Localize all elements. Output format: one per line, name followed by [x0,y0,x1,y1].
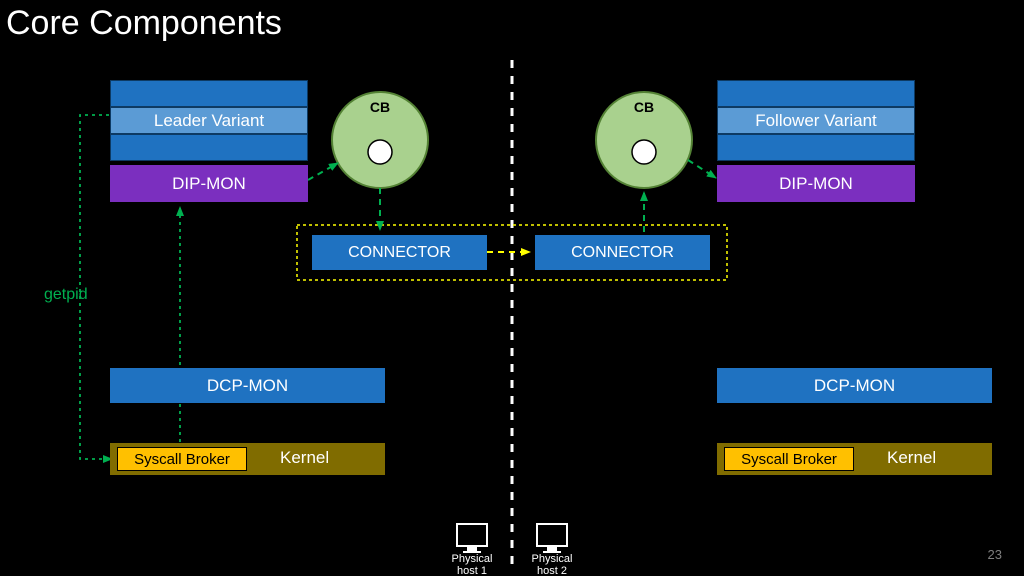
host-label-right: Physical host 2 [522,553,582,576]
dcp-mon-right: DCP-MON [717,368,992,403]
leader-variant-row: Leader Variant [110,107,308,134]
host-icon-right: Physical host 2 [522,523,582,576]
connector-left: CONNECTOR [312,235,487,270]
follower-variant-row: Follower Variant [717,107,915,134]
dip-mon-left: DIP-MON [110,165,308,202]
follower-stack-row-top [717,80,915,107]
connector-right: CONNECTOR [535,235,710,270]
host-label-left: Physical host 1 [442,553,502,576]
page-title: Core Components [6,4,282,43]
leader-stack-row-bottom [110,134,308,161]
kernel-label-left: Kernel [280,448,329,468]
kernel-label-right: Kernel [887,448,936,468]
slide-number: 23 [988,547,1002,562]
dcp-mon-left: DCP-MON [110,368,385,403]
getpid-label: getpid [44,286,88,304]
cb-label-left: CB [370,99,390,115]
host-icon-left: Physical host 1 [442,523,502,576]
dip-mon-right: DIP-MON [717,165,915,202]
syscall-broker-left: Syscall Broker [117,447,247,471]
leader-stack-row-top [110,80,308,107]
syscall-broker-right: Syscall Broker [724,447,854,471]
cb-label-right: CB [634,99,654,115]
follower-stack-row-bottom [717,134,915,161]
